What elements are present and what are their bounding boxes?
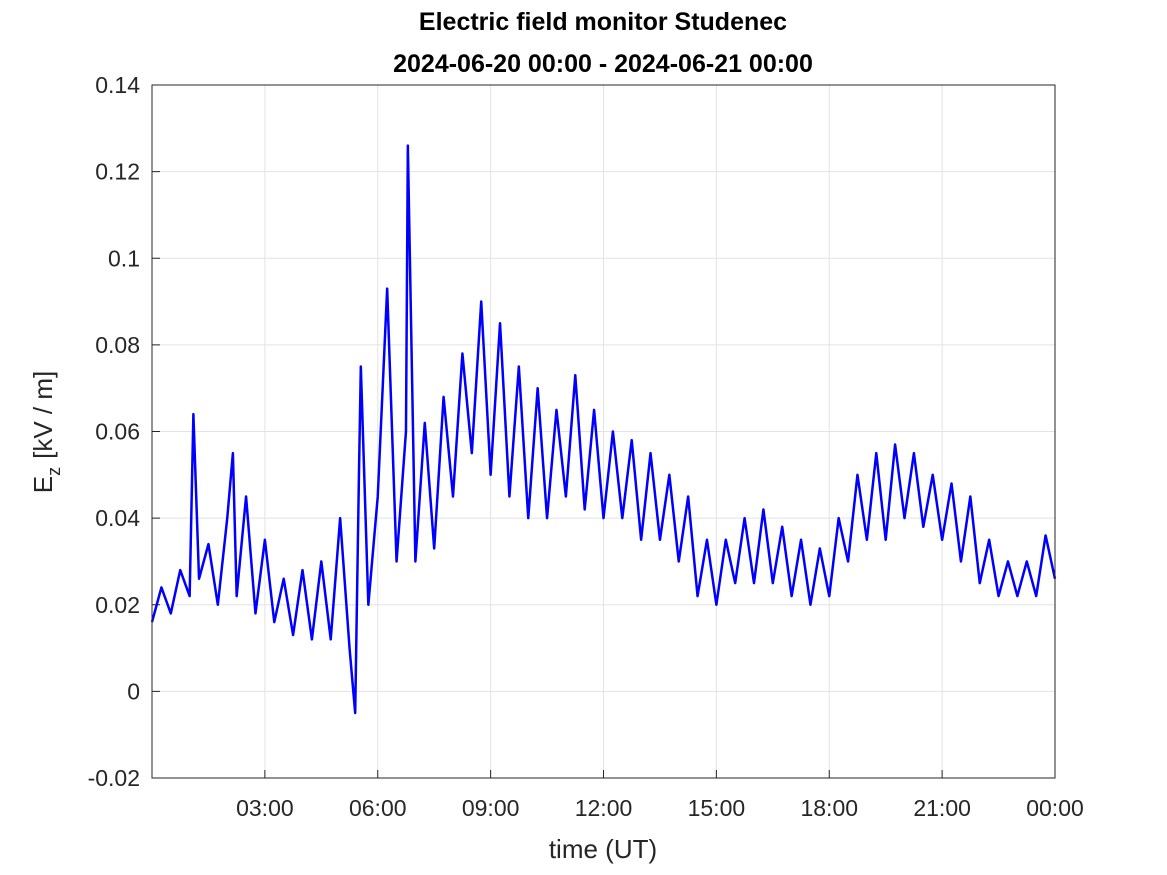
chart-title: Electric field monitor Studenec <box>419 8 787 36</box>
x-axis-label: time (UT) <box>549 834 657 864</box>
x-tick-label: 15:00 <box>688 795 746 821</box>
y-tick-label: 0.06 <box>95 419 140 445</box>
chart-subtitle: 2024-06-20 00:00 - 2024-06-21 00:00 <box>393 50 813 78</box>
x-tick-label: 18:00 <box>800 795 858 821</box>
y-tick-label: 0.14 <box>95 72 140 98</box>
y-tick-label: -0.02 <box>88 765 140 791</box>
x-tick-label: 03:00 <box>236 795 294 821</box>
x-tick-label: 00:00 <box>1026 795 1084 821</box>
y-axis-label: Ez [kV / m] <box>28 371 64 493</box>
x-tick-label: 09:00 <box>462 795 520 821</box>
data-line <box>150 144 1057 715</box>
plot-frame <box>151 84 1056 779</box>
y-tick-label: 0.1 <box>108 245 140 271</box>
x-tick-label: 06:00 <box>349 795 407 821</box>
y-tick-label: 0.12 <box>95 159 140 185</box>
y-tick-label: 0.08 <box>95 332 140 358</box>
x-tick-label: 21:00 <box>913 795 971 821</box>
y-label-symbol: E <box>28 476 58 493</box>
y-label-unit: [kV / m] <box>28 371 58 459</box>
x-tick-label: 12:00 <box>575 795 633 821</box>
y-tick-label: 0.02 <box>95 592 140 618</box>
y-tick-label: 0 <box>127 678 140 704</box>
y-label-subscript: z <box>44 467 64 476</box>
y-tick-label: 0.04 <box>95 505 140 531</box>
